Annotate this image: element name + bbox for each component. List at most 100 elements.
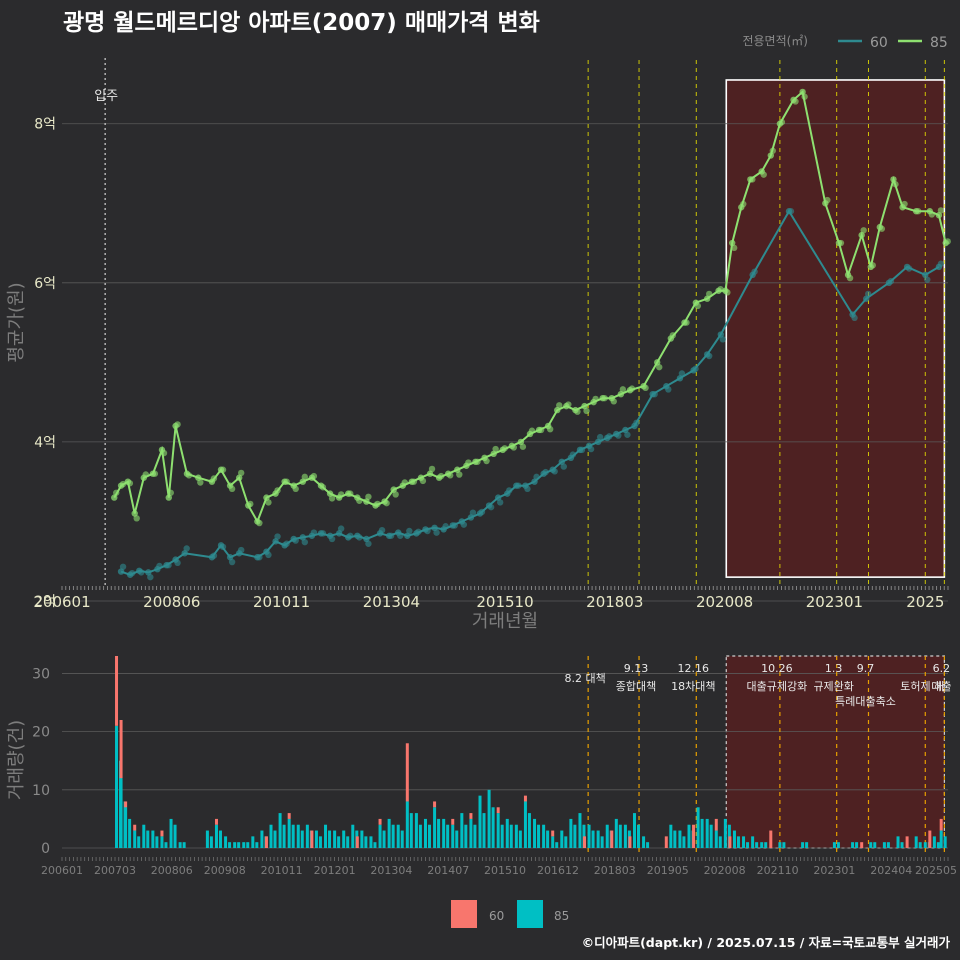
bar-85	[373, 842, 377, 848]
bar-85	[364, 836, 368, 848]
bar-60	[628, 836, 632, 848]
scatter-point-85	[656, 363, 663, 371]
x-tick-label: 202110	[757, 864, 799, 877]
bar-85	[209, 836, 213, 848]
bar-85	[405, 801, 409, 848]
bar-85	[760, 842, 764, 848]
price-chart: 2억 4억 6억 8억 입주 200601 200806 201011 201304 201510…	[6, 34, 951, 632]
scatter-point-60	[378, 526, 386, 534]
bar-85	[755, 842, 759, 848]
y-axis-title: 평균가(원)	[6, 282, 27, 362]
bar-85	[943, 836, 947, 848]
policy-label-name: 대출	[931, 680, 951, 693]
bar-85	[751, 836, 755, 848]
bar-85	[273, 830, 277, 848]
bar-85	[805, 842, 809, 848]
scatter-point-60	[328, 535, 336, 543]
bar-85	[278, 813, 282, 848]
bar-85	[778, 842, 782, 848]
bar-85	[233, 842, 237, 848]
bar-85	[287, 818, 291, 848]
scatter-point-60	[851, 314, 858, 322]
scatter-point-85	[133, 515, 140, 522]
bar-85	[896, 836, 900, 848]
y-tick-label: 4억	[34, 435, 56, 451]
bar-60	[355, 836, 359, 848]
legend-label-85: 85	[554, 909, 569, 923]
bar-85	[427, 824, 431, 848]
x-tick-label: 200703	[94, 864, 136, 877]
bar-60	[496, 807, 500, 814]
x-tick-label: 2025	[906, 593, 944, 611]
bar-85	[160, 836, 164, 848]
bar-85	[560, 830, 564, 848]
bar-85	[678, 830, 682, 848]
bar-85	[932, 836, 936, 848]
bar-85	[351, 824, 355, 848]
bar-85	[251, 836, 255, 848]
policy-label-name: 토허제 해	[900, 679, 944, 693]
bar-85	[718, 836, 722, 848]
scatter-point-60	[228, 558, 236, 566]
bar-85	[832, 842, 836, 848]
bar-60	[692, 824, 696, 848]
bar-85	[673, 830, 677, 848]
bar-85	[460, 813, 464, 848]
scatter-point-60	[147, 573, 154, 581]
x-tick-label: 202301	[806, 593, 863, 611]
policy-label-date: 9.13	[624, 662, 649, 675]
bar-60	[264, 836, 268, 848]
scatter-point-85	[944, 238, 951, 245]
scatter-point-60	[665, 386, 672, 393]
scatter-point-85	[197, 479, 204, 486]
y-tick-label: 2억	[34, 594, 56, 610]
bar-85	[400, 830, 404, 848]
scatter-point-60	[238, 546, 245, 554]
bar-60	[115, 656, 119, 726]
x-tick-label: 202301	[813, 864, 855, 877]
x-tick-label: 201510	[484, 864, 526, 877]
bar-85	[433, 807, 437, 848]
bar-85	[205, 830, 209, 848]
bar-85	[869, 842, 873, 848]
policy-label-name: 18차대책	[671, 680, 715, 693]
move-in-label: 입주	[94, 89, 118, 104]
scatter-point-85	[556, 402, 563, 409]
bar-85	[714, 830, 718, 848]
bar-85	[851, 842, 855, 848]
bar-85	[115, 725, 119, 848]
policy-label-name: 8.2 대책	[565, 672, 606, 685]
scatter-point-60	[937, 260, 945, 267]
scatter-point-60	[274, 533, 281, 540]
policy-label-name: 대출규제강화	[747, 680, 808, 693]
bar-85	[923, 842, 927, 848]
bar-85	[700, 818, 704, 848]
bar-85	[836, 842, 840, 848]
legend-swatch-85	[517, 900, 543, 928]
scatter-point-85	[301, 473, 309, 481]
x-tick-label: 201510	[476, 593, 533, 611]
bar-85	[387, 818, 391, 848]
bar-85	[573, 824, 577, 848]
bar-85	[255, 842, 259, 848]
scatter-point-60	[596, 433, 604, 441]
scatter-point-85	[292, 485, 299, 493]
bar-85	[696, 807, 700, 848]
bar-60	[728, 836, 732, 848]
x-tick-label: 201304	[363, 593, 420, 611]
x-tick-label: 201407	[427, 864, 469, 877]
bar-85	[246, 842, 250, 848]
bar-85	[146, 830, 150, 848]
bar-85	[736, 836, 740, 848]
bar-85	[455, 830, 459, 848]
bar-85	[764, 842, 768, 848]
y-tick-label: 20	[32, 725, 50, 741]
bar-85	[464, 824, 468, 848]
bar-85	[328, 830, 332, 848]
scatter-point-60	[924, 276, 931, 283]
bar-85	[314, 830, 318, 848]
y-tick-label: 0	[41, 841, 50, 857]
bar-85	[518, 830, 522, 848]
